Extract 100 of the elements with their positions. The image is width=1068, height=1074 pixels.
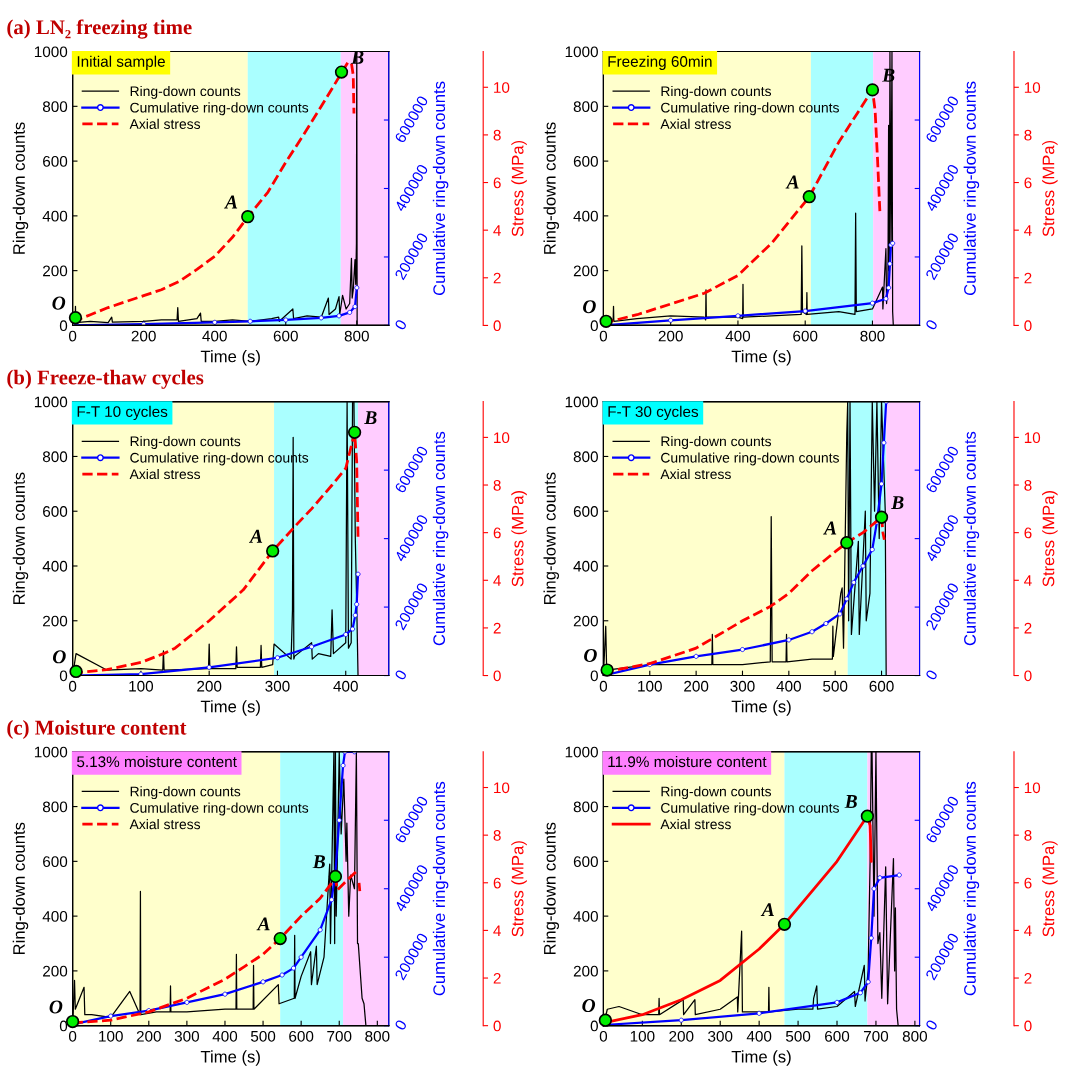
y3-tick-label: 6	[1024, 877, 1032, 889]
y3-tick-label: 10	[494, 432, 510, 444]
annotation: A	[760, 903, 774, 917]
chart-title: (a) LN₂ freezing time	[7, 19, 192, 39]
annotation: A	[785, 175, 799, 189]
y3-tick-label: 2	[493, 272, 501, 284]
x-tick-label: 800	[365, 1030, 390, 1042]
annotation: O	[49, 1000, 63, 1014]
x-tick-label: 800	[344, 330, 369, 342]
y-tick-label: 800	[42, 451, 68, 463]
y3-tick-label: 4	[493, 225, 501, 236]
y-tick-label: 200	[43, 965, 68, 977]
y-tick-label: 600	[43, 856, 68, 868]
y-tick-label: 1000	[565, 746, 598, 758]
y3-tick-label: 4	[1024, 575, 1032, 586]
chart-title: (b) Freeze-thaw cycles	[7, 369, 204, 389]
y3-axis-title: Stress (MPa)	[1042, 140, 1058, 237]
legend-label: Axial stress	[129, 819, 201, 830]
x-tick-label: 400	[333, 680, 358, 692]
x-tick-label: 0	[68, 330, 77, 342]
x-tick-label: 600	[869, 680, 894, 692]
y-tick-label: 600	[573, 506, 598, 517]
x-tick-label: 300	[265, 680, 290, 692]
x-axis-title: Time (s)	[731, 350, 791, 366]
y3-tick-label: 2	[493, 622, 501, 634]
chart-title: (c) Moisture content	[7, 720, 187, 739]
y3-tick-label: 4	[1024, 925, 1032, 936]
legend-label: Ring-down counts	[661, 436, 772, 449]
y-tick-label: 800	[42, 101, 68, 113]
x-tick-label: 400	[212, 1030, 238, 1042]
x-tick-label: 0	[599, 1030, 608, 1042]
y3-tick-label: 2	[1024, 972, 1032, 984]
x-tick-label: 600	[273, 330, 298, 342]
y-tick-label: 0	[590, 1020, 598, 1032]
legend-label: Cumulative ring-down counts	[661, 452, 839, 466]
y-tick-label: 400	[42, 910, 68, 922]
x-tick-label: 200	[197, 680, 222, 692]
y-tick-label: 800	[573, 101, 598, 113]
y2-tick-label: 0	[394, 1019, 408, 1031]
annotation: O	[582, 999, 596, 1013]
y-tick-label: 0	[59, 670, 68, 682]
annotation: A	[224, 195, 238, 209]
legend-label: Ring-down counts	[661, 786, 772, 800]
y3-tick-label: 8	[1024, 479, 1032, 491]
y-axis-title: Ring-down counts	[543, 822, 560, 955]
annotation: A	[823, 521, 837, 535]
y-tick-label: 400	[42, 210, 68, 222]
y2-axis-title: Cumulative ring-down counts	[963, 431, 980, 646]
legend-label: Axial stress	[129, 118, 201, 129]
y-tick-label: 1000	[34, 46, 68, 58]
x-tick-label: 400	[202, 330, 227, 342]
annotation: B	[844, 795, 857, 808]
x-tick-label: 600	[793, 330, 818, 342]
y2-tick-label: 0	[394, 318, 408, 331]
legend-label: Cumulative ring-down counts	[130, 802, 309, 816]
y3-tick-label: 10	[1024, 782, 1041, 794]
y3-axis-title: Stress (MPa)	[511, 140, 527, 237]
y-tick-label: 200	[573, 265, 598, 277]
y3-tick-label: 6	[1024, 177, 1032, 189]
y3-tick-label: 8	[493, 129, 501, 141]
y3-tick-label: 0	[1024, 320, 1032, 332]
annotation: A	[256, 917, 270, 931]
x-tick-label: 600	[289, 1030, 314, 1042]
legend-label: Ring-down counts	[661, 85, 772, 99]
y-tick-label: 400	[42, 560, 68, 572]
y3-axis-title: Stress (MPa)	[511, 841, 527, 937]
x-axis-title: Time (s)	[200, 700, 260, 716]
chart-subtitle: F-T 30 cycles	[608, 405, 699, 421]
legend-label: Cumulative ring-down counts	[130, 102, 309, 116]
y-axis-title: Ring-down counts	[12, 122, 29, 254]
y-tick-label: 0	[59, 320, 68, 332]
y3-tick-label: 0	[1024, 1020, 1032, 1032]
x-tick-label: 0	[68, 1030, 77, 1042]
y3-axis-title: Stress (MPa)	[511, 491, 527, 587]
y-tick-label: 600	[43, 506, 68, 517]
y-tick-label: 400	[573, 210, 598, 222]
x-axis-title: Time (s)	[731, 700, 791, 716]
y-tick-label: 400	[573, 560, 598, 572]
y2-axis-title: Cumulative ring-down counts	[432, 81, 449, 296]
y-tick-label: 600	[43, 155, 68, 167]
y-tick-label: 600	[573, 856, 598, 868]
x-tick-label: 100	[630, 1030, 655, 1042]
y-tick-label: 200	[573, 615, 598, 627]
y2-tick-label: 0	[925, 318, 939, 331]
x-tick-label: 300	[708, 1030, 733, 1042]
x-tick-label: 200	[669, 1030, 694, 1042]
y-tick-label: 800	[573, 451, 598, 463]
y-axis-title: Ring-down counts	[12, 822, 29, 955]
legend-label: Axial stress	[660, 468, 731, 480]
x-tick-label: 200	[131, 330, 156, 342]
y3-tick-label: 6	[1024, 527, 1032, 539]
y3-tick-label: 4	[493, 925, 501, 936]
y2-axis-title: Cumulative ring-down counts	[432, 431, 449, 646]
x-tick-label: 200	[658, 330, 683, 342]
y3-tick-label: 8	[1024, 830, 1032, 841]
x-axis-title: Time (s)	[200, 1050, 260, 1066]
y3-tick-label: 4	[493, 575, 501, 586]
legend-label: Axial stress	[660, 118, 731, 129]
x-tick-label: 800	[902, 1030, 928, 1042]
legend-label: Axial stress	[660, 819, 731, 830]
